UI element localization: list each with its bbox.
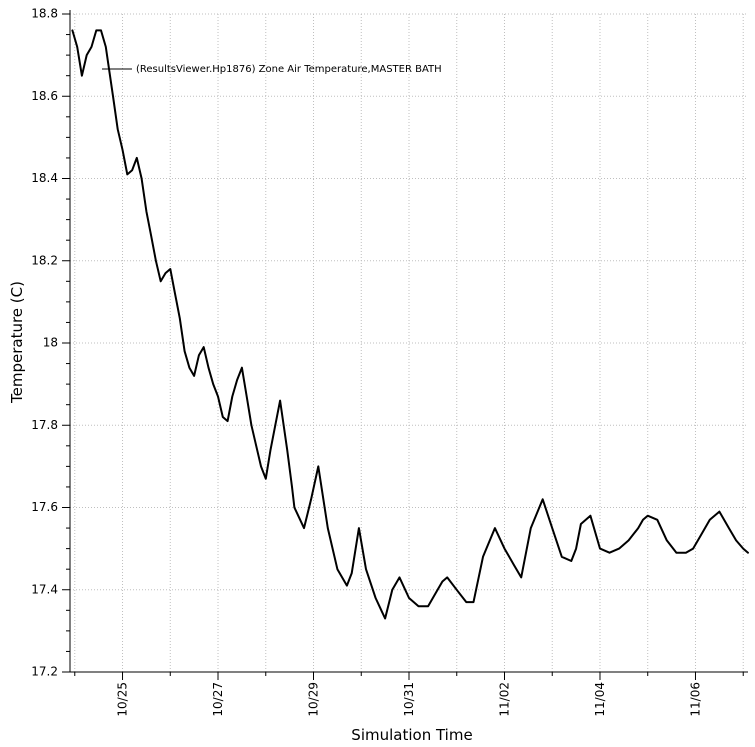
- grid-lines: [70, 13, 748, 672]
- y-tick-label: 18: [43, 336, 58, 350]
- y-tick-label: 17.4: [31, 582, 58, 596]
- x-tick-label: 10/31: [402, 682, 416, 717]
- tick-labels: 17.2 17.4 17.6 17.8 18 18.2 18.4 18.6 18.8 10/25 1…: [31, 7, 702, 717]
- x-tick-label: 10/25: [116, 682, 130, 717]
- legend: (ResultsViewer.Hp1876) Zone Air Temperat…: [102, 64, 442, 75]
- y-tick-label: 17.2: [31, 665, 58, 679]
- x-tick-label: 11/04: [593, 682, 607, 717]
- y-tick-label: 18.4: [31, 171, 58, 185]
- x-tick-label: 11/06: [688, 682, 702, 717]
- y-tick-label: 17.8: [31, 418, 58, 432]
- x-tick-label: 10/27: [211, 682, 225, 717]
- x-tick-label: 10/29: [307, 682, 321, 717]
- x-tick-label: 11/02: [497, 682, 511, 717]
- y-tick-label: 18.2: [31, 253, 58, 267]
- y-tick-label: 18.8: [31, 7, 58, 21]
- y-axis-title: Temperature (C): [8, 281, 26, 404]
- series-line: [71, 29, 749, 620]
- series-layer: [71, 29, 749, 620]
- y-tick-label: 17.6: [31, 500, 58, 514]
- legend-label: (ResultsViewer.Hp1876) Zone Air Temperat…: [136, 64, 442, 75]
- y-tick-label: 18.6: [31, 89, 58, 103]
- axes: [62, 10, 748, 680]
- x-axis-title: Simulation Time: [351, 726, 472, 744]
